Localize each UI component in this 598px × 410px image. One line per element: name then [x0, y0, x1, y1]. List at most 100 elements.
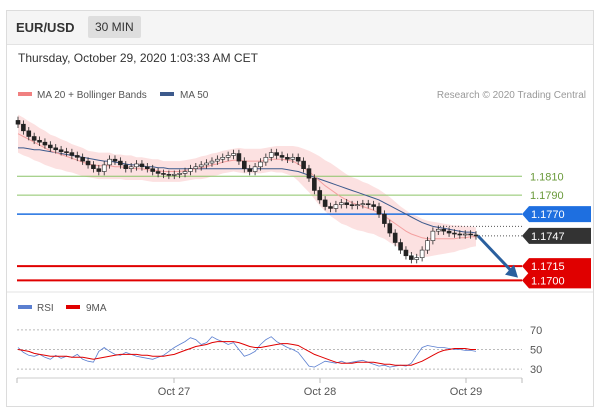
level-label-1.1790: 1.1790 — [530, 190, 564, 202]
candle-body — [107, 158, 112, 166]
candle-body — [209, 160, 215, 164]
level-label-1.1700: 1.1700 — [531, 275, 565, 287]
x-tick-label: Oct 27 — [158, 386, 190, 398]
candle-body — [58, 149, 64, 152]
candle-body — [462, 233, 468, 236]
candle-body — [31, 136, 37, 141]
candle-body — [312, 177, 317, 191]
candle-body — [435, 228, 441, 232]
candle-body — [263, 157, 269, 163]
candle-body — [268, 152, 274, 158]
candle-body — [252, 166, 258, 172]
x-tick-label: Oct 29 — [450, 386, 482, 398]
candle-body — [398, 242, 403, 251]
x-axis-ticks: Oct 27 Oct 28 Oct 29 — [16, 378, 523, 398]
candle-body — [317, 190, 323, 201]
level-tag-1.1700 — [522, 272, 591, 289]
candle-body — [452, 232, 457, 235]
candle-body — [96, 168, 102, 172]
legend-ma20-swatch — [18, 92, 32, 96]
candle-body — [322, 199, 328, 207]
candle-body — [473, 234, 479, 237]
candle-body — [274, 152, 279, 156]
candle-body — [338, 202, 344, 205]
legend-rsi-label: RSI — [37, 303, 54, 314]
candle-body — [215, 158, 220, 162]
timeframe-badge[interactable]: 30 MIN — [88, 16, 141, 38]
legend-ma50-swatch — [160, 92, 174, 96]
forecast-arrow-head — [505, 264, 518, 278]
candle-body — [403, 249, 409, 257]
candle-body — [161, 173, 166, 175]
candle-body — [430, 230, 436, 241]
candle-body — [15, 120, 21, 125]
level-tag-1.1770 — [522, 206, 591, 223]
rsi-level-label-50: 50 — [530, 344, 542, 356]
candle-body — [155, 171, 161, 174]
candle-body — [419, 249, 425, 258]
level-label-1.1770: 1.1770 — [531, 209, 565, 221]
candle-body — [123, 164, 129, 169]
candle-body — [290, 157, 296, 160]
timestamp: Thursday, October 29, 2020 1:03:33 AM CE… — [18, 51, 258, 65]
rsi-9ma-line — [17, 341, 476, 366]
candle-body — [26, 130, 32, 137]
candle-body — [53, 147, 59, 151]
candle-body — [145, 166, 150, 169]
rsi-level-label-30: 30 — [530, 364, 542, 376]
candle-body — [371, 204, 376, 207]
candle-body — [37, 139, 42, 143]
candle-body — [112, 158, 118, 162]
level-tag-1.1747 — [522, 227, 591, 244]
candle-body — [21, 123, 26, 132]
candle-body — [91, 164, 96, 169]
research-credit: Research © 2020 Trading Central — [437, 90, 586, 101]
candle-body — [392, 232, 398, 243]
candle-body — [101, 164, 107, 172]
candle-body — [328, 206, 333, 209]
candle-body — [349, 204, 355, 206]
level-label-1.1810: 1.1810 — [530, 171, 564, 183]
candle-body — [285, 157, 290, 160]
candle-body — [204, 162, 209, 166]
candle-body — [382, 213, 387, 224]
candle-body — [231, 153, 236, 156]
candle-body — [306, 168, 312, 179]
candle-body — [468, 233, 473, 236]
rsi-line — [17, 336, 477, 368]
candle-body — [128, 166, 134, 169]
candle-body — [457, 233, 463, 236]
candle-body — [69, 152, 75, 156]
candle-body — [258, 161, 263, 168]
candle-body — [425, 240, 430, 251]
candle-body — [376, 206, 382, 215]
candle-body — [134, 163, 139, 168]
candle-body — [42, 141, 48, 146]
legend-9ma-label: 9MA — [86, 303, 107, 314]
chart-header: EUR/USD 30 MIN — [7, 11, 593, 45]
ma50-line — [18, 147, 477, 234]
candle-body — [166, 174, 172, 176]
candle-body — [365, 203, 371, 206]
legend-ma20-label: MA 20 + Bollinger Bands — [37, 90, 147, 101]
candle-body — [150, 168, 156, 172]
candle-body — [242, 160, 247, 169]
candle-body — [118, 160, 123, 166]
candle-body — [247, 168, 252, 172]
level-label-1.1715: 1.1715 — [531, 261, 565, 273]
candle-body — [198, 164, 204, 168]
candle-body — [188, 168, 193, 172]
bollinger-band — [18, 114, 476, 257]
candle-body — [220, 157, 226, 160]
candle-body — [193, 166, 199, 169]
rsi-plot: 70 50 30 — [17, 325, 542, 376]
level-tag-1.1715 — [522, 258, 591, 275]
candle-body — [279, 155, 285, 158]
chart-frame: EUR/USD 30 MIN Thursday, October 29, 202… — [6, 10, 594, 407]
x-tick-label: Oct 28 — [304, 386, 336, 398]
legend-ma50-label: MA 50 — [180, 90, 209, 101]
candle-body — [74, 155, 80, 158]
main-plot: 1.1810 1.1790 1.1770 1.1747 1.1715 1.1700 — [15, 114, 591, 289]
candle-body — [225, 155, 231, 158]
